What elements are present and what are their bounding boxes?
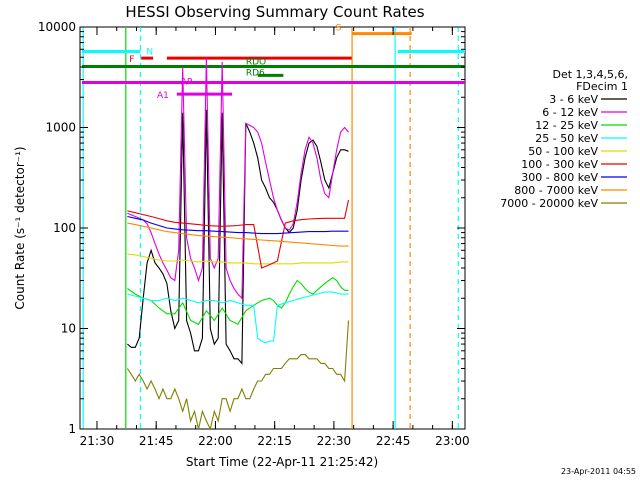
series-line-2 [127, 277, 349, 326]
x-tick-label: 22:15 [257, 434, 292, 448]
legend-label: 100 - 300 keV [521, 158, 598, 171]
flag-label-rdo: RDO [246, 57, 266, 67]
legend-header-2: FDecim 1 [576, 80, 628, 93]
axes-frame [79, 26, 466, 430]
y-tick-label: 100 [53, 221, 76, 235]
x-tick-label: 22:45 [376, 434, 411, 448]
series-line-0 [127, 109, 349, 365]
series-lines [126, 57, 350, 431]
y-tick-label: 1000 [45, 121, 76, 135]
flag-label-s: S [336, 24, 342, 34]
y-tick-label: 10 [61, 322, 76, 336]
vertical-markers [82, 27, 459, 429]
legend-label: 50 - 100 keV [528, 145, 598, 158]
series-line-1 [127, 57, 349, 300]
legend-header-1: Det 1,3,4,5,6, [552, 68, 628, 81]
series-line-8 [126, 320, 350, 431]
legend-label: 3 - 6 keV [549, 93, 598, 106]
x-tick-label: 22:30 [317, 434, 352, 448]
flag-label-ap: AP [181, 78, 193, 88]
y-tick-label: 10000 [38, 20, 76, 34]
legend-label: 800 - 7000 keV [514, 184, 598, 197]
x-tick-label: 23:00 [435, 434, 470, 448]
y-axis-label: Count Rate (s⁻¹ detector⁻¹) [13, 146, 27, 309]
legend-label: 300 - 800 keV [521, 171, 598, 184]
series-line-6 [127, 215, 349, 235]
series-line-3 [127, 291, 349, 344]
axis-ticks: 1 10 100 1000 10000 21:30 21:45 22:00 22:15 22:30… [38, 20, 470, 448]
x-tick-label: 22:00 [198, 434, 233, 448]
flag-label-f: F [129, 55, 134, 65]
legend-label: 25 - 50 keV [535, 132, 598, 145]
series-line-4 [127, 253, 349, 265]
timestamp: 23-Apr-2011 04:55 [561, 467, 636, 476]
legend-label: 12 - 25 keV [535, 119, 598, 132]
y-tick-label: 1 [68, 422, 76, 436]
flag-label-n: N [146, 48, 153, 58]
series-line-5 [127, 199, 350, 269]
x-axis-label: Start Time (22-Apr-11 21:25:42) [186, 455, 378, 469]
legend-label: 7000 - 20000 keV [500, 197, 598, 210]
plot-frame [79, 26, 466, 430]
x-tick-label: 21:30 [80, 434, 115, 448]
flag-label-rd6: RD6 [246, 68, 265, 78]
flag-label-a1: A1 [157, 91, 169, 101]
x-tick-label: 21:45 [139, 434, 174, 448]
legend-label: 6 - 12 keV [542, 106, 598, 119]
chart-title: HESSI Observing Summary Count Rates [125, 3, 424, 21]
series-line-7 [127, 222, 349, 247]
